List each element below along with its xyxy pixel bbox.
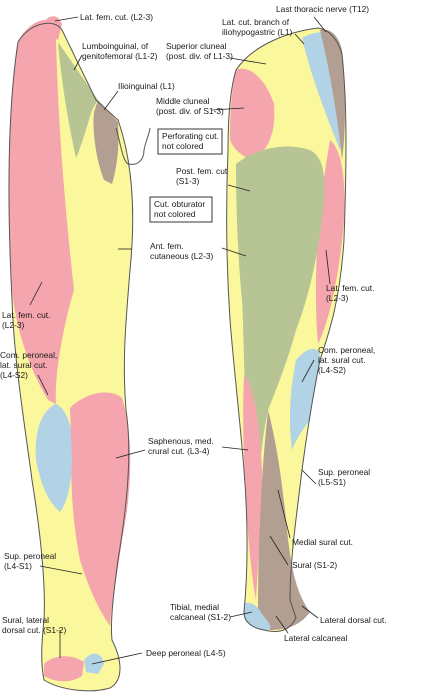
anterior-ilioinguinal-region bbox=[93, 100, 119, 184]
label-com-peroneal-left-3: (L4-S2) bbox=[0, 370, 28, 380]
label-sup-peroneal-left-1: Sup. peroneal bbox=[4, 551, 56, 561]
label-middle-clunial-2: (post. div. of S1-3) bbox=[156, 106, 224, 116]
label-saphenous-2: crural cut. (L3-4) bbox=[148, 446, 210, 456]
label-sural: Sural (S1-2) bbox=[292, 560, 337, 570]
label-obturator-1: Cut. obturator bbox=[154, 199, 205, 209]
anterior-com-peroneal-region bbox=[35, 404, 74, 512]
label-tibial-1: Tibial, medial bbox=[170, 602, 219, 612]
label-com-peroneal-right-2: lat. sural cut. bbox=[318, 355, 365, 365]
label-post-fem-1: Post. fem. cut bbox=[176, 166, 228, 176]
anterior-lat-fem-top-region bbox=[44, 16, 62, 40]
anterior-lat-fem-cut-region bbox=[8, 19, 75, 405]
posterior-com-peroneal-region bbox=[289, 348, 320, 450]
anterior-leg-outline bbox=[8, 22, 134, 692]
label-medial-sural: Medial sural cut. bbox=[292, 537, 353, 547]
label-saphenous-1: Saphenous, med. bbox=[148, 436, 214, 446]
label-sural-lateral-1: Sural, lateral bbox=[2, 615, 49, 625]
anterior-lumboinguinal-region bbox=[58, 42, 98, 158]
label-com-peroneal-left-1: Com. peroneal, bbox=[0, 350, 57, 360]
label-sural-lateral-2: dorsal cut. (S1-2) bbox=[2, 625, 66, 635]
posterior-leg bbox=[226, 27, 347, 632]
label-lat-fem-left-1: Lat. fem. cut. bbox=[2, 310, 50, 320]
anterior-leg bbox=[8, 16, 151, 692]
label-lateral-calcaneal: Lateral calcaneal bbox=[284, 633, 347, 643]
anterior-toes-region bbox=[44, 656, 84, 682]
posterior-middle-cluneal-region bbox=[230, 68, 275, 160]
label-lumboinguinal-2: genitofemoral (L1-2) bbox=[82, 51, 158, 61]
label-com-peroneal-right-3: (L4-S2) bbox=[318, 365, 346, 375]
posterior-last-thoracic-region bbox=[320, 29, 345, 161]
posterior-leg-outline bbox=[226, 27, 347, 632]
posterior-sural-region bbox=[258, 410, 310, 630]
posterior-post-fem-region bbox=[236, 146, 325, 500]
leader-lines bbox=[29, 16, 331, 665]
label-lat-fem-right-2: (L2-3) bbox=[326, 293, 349, 303]
label-ilioinguinal: Ilioinguinal (L1) bbox=[118, 81, 175, 91]
label-sup-peroneal-left-2: (L4-S1) bbox=[4, 561, 32, 571]
label-com-peroneal-left-2: lat. sural cut. bbox=[0, 360, 47, 370]
label-lat-cut-branch-2: iliohypogastric (L1) bbox=[222, 27, 292, 37]
obturator-box bbox=[149, 196, 213, 223]
label-lateral-dorsal: Lateral dorsal cut. bbox=[320, 615, 387, 625]
label-lat-fem-top: Lat. fem. cut. (L2-3) bbox=[80, 12, 153, 22]
label-perforating-2: not colored bbox=[162, 141, 204, 151]
label-lat-fem-right-1: Lat. fem. cut. bbox=[326, 283, 374, 293]
label-obturator-2: not colored bbox=[154, 209, 196, 219]
posterior-tibial-region bbox=[244, 602, 271, 630]
label-sup-peroneal-right-1: Sup. peroneal bbox=[318, 467, 370, 477]
label-lat-cut-branch-1: Lat. cut. branch of bbox=[222, 17, 290, 27]
label-ant-fem-2: cutaneous (L2-3) bbox=[150, 251, 214, 261]
posterior-saphenous-region bbox=[243, 376, 262, 600]
label-perforating-1: Perforating cut. bbox=[162, 131, 219, 141]
label-ant-fem-1: Ant. fem. bbox=[150, 241, 184, 251]
label-com-peroneal-right-1: Com. peroneal, bbox=[318, 345, 375, 355]
label-sup-peroneal-right-2: (L5-S1) bbox=[318, 477, 346, 487]
label-tibial-2: calcaneal (S1-2) bbox=[170, 612, 231, 622]
label-deep-peroneal: Deep peroneal (L4-5) bbox=[146, 648, 226, 658]
perforating-box bbox=[157, 128, 223, 155]
label-superior-clunial-1: Superior cluneal bbox=[166, 41, 227, 51]
label-superior-clunial-2: (post. div. of L1-3) bbox=[166, 51, 233, 61]
anterior-saphenous-region bbox=[70, 392, 131, 626]
label-lumboinguinal-1: Lumboinguinal, of bbox=[82, 41, 149, 51]
genital-outline bbox=[115, 127, 151, 165]
label-post-fem-2: (S1-3) bbox=[176, 176, 199, 186]
label-last-thoracic: Last thoracic nerve (T12) bbox=[276, 4, 369, 14]
label-middle-clunial-1: Middle cluneal bbox=[156, 96, 210, 106]
label-lat-fem-left-2: (L2-3) bbox=[2, 320, 25, 330]
